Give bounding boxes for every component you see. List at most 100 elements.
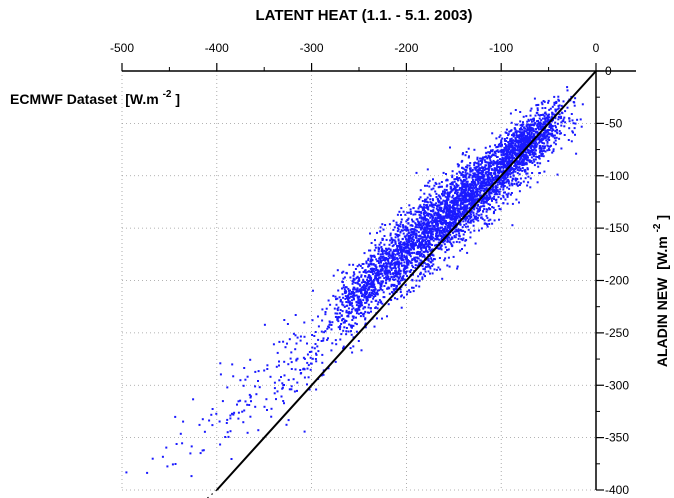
data-point [515,134,518,137]
data-point [432,203,435,206]
data-point [449,241,452,244]
data-point [392,273,395,276]
data-point [399,279,402,282]
data-point [542,113,545,116]
data-point [440,216,443,219]
data-point [377,246,380,249]
data-point [399,275,402,278]
data-point [321,308,324,311]
data-point [519,158,521,161]
data-point [345,330,348,333]
data-point [533,164,536,167]
data-point [357,297,360,300]
data-point [518,137,521,140]
data-point [520,161,523,164]
data-point [348,300,351,303]
data-point [513,182,516,185]
data-point [294,314,297,316]
x-axis-name: ECMWF Dataset [10,91,118,107]
data-point [406,293,408,296]
data-point [369,249,372,252]
data-point [294,368,297,371]
data-point [283,402,285,405]
data-point [519,139,522,142]
data-point [307,364,310,367]
data-point [510,161,513,164]
data-point [539,128,542,131]
data-point [151,457,154,460]
data-point [355,294,358,297]
data-point [397,277,400,280]
data-point [257,429,260,432]
data-point [538,172,541,175]
data-point [507,173,510,176]
data-point [541,107,544,110]
data-point [390,261,393,264]
data-point [439,235,442,237]
data-point [337,316,340,318]
data-point [517,163,520,166]
data-point [371,294,374,297]
data-point [486,184,489,187]
data-point [374,288,377,291]
data-point [419,196,422,199]
data-point [374,269,377,272]
x-tick-label: -500 [110,41,134,55]
data-point [379,270,382,273]
data-point [427,253,430,256]
data-point [427,227,429,230]
data-point [402,241,405,244]
data-point [396,263,399,266]
data-point [461,203,464,205]
data-point [427,219,430,222]
data-point [345,327,348,329]
data-point [468,155,470,158]
data-point [421,242,423,245]
data-point [406,251,409,253]
data-point [489,203,491,206]
data-point [363,284,366,286]
data-point [373,286,376,289]
data-point [499,158,501,161]
data-point [415,226,418,229]
data-point [541,126,544,128]
data-point [397,228,400,231]
data-point [483,178,486,181]
data-point [414,213,417,216]
data-point [469,198,472,201]
data-point [372,290,375,293]
data-point [533,151,536,154]
data-point [400,221,403,224]
data-point [519,111,522,113]
data-point [494,209,497,211]
data-point [385,269,388,272]
data-point [374,244,377,247]
data-point [457,179,459,182]
data-point [440,218,443,221]
data-point [524,154,527,157]
data-point [523,133,526,135]
data-point [468,173,471,176]
data-point [516,145,519,148]
data-point [441,223,444,226]
data-point [314,331,317,333]
data-point [455,172,458,175]
data-point [425,224,428,227]
data-point [408,251,411,254]
data-point [536,130,539,133]
data-point [407,238,410,241]
data-point [448,226,450,229]
data-point [470,199,473,202]
data-point [514,143,517,145]
data-point [460,189,463,192]
data-point [560,147,563,150]
data-point [518,141,521,143]
data-point [405,234,408,237]
data-point [344,295,347,298]
data-point [483,208,486,211]
data-point [381,255,384,258]
data-point [403,248,406,251]
data-point [203,430,206,433]
data-point [483,175,486,178]
y-tick-label: -200 [605,274,629,288]
